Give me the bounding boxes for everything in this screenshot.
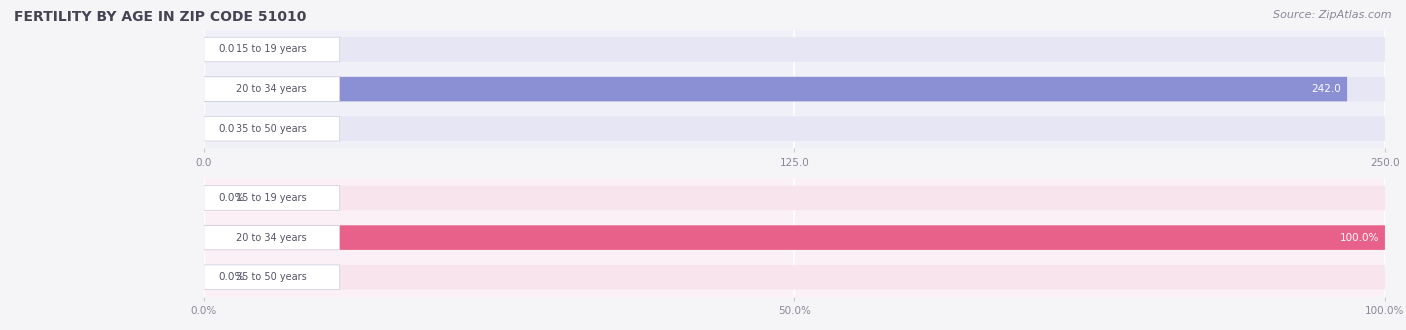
Text: FERTILITY BY AGE IN ZIP CODE 51010: FERTILITY BY AGE IN ZIP CODE 51010: [14, 10, 307, 24]
Text: Source: ZipAtlas.com: Source: ZipAtlas.com: [1274, 10, 1392, 20]
FancyBboxPatch shape: [204, 116, 1385, 141]
Text: 0.0: 0.0: [218, 124, 235, 134]
FancyBboxPatch shape: [204, 116, 340, 141]
FancyBboxPatch shape: [204, 37, 1385, 62]
FancyBboxPatch shape: [204, 37, 340, 62]
Text: 100.0%: 100.0%: [1340, 233, 1379, 243]
FancyBboxPatch shape: [204, 225, 340, 250]
FancyBboxPatch shape: [204, 225, 1385, 250]
Text: 35 to 50 years: 35 to 50 years: [236, 124, 307, 134]
Text: 20 to 34 years: 20 to 34 years: [236, 233, 307, 243]
FancyBboxPatch shape: [204, 186, 340, 210]
Text: 20 to 34 years: 20 to 34 years: [236, 84, 307, 94]
Text: 0.0%: 0.0%: [218, 193, 245, 203]
Text: 35 to 50 years: 35 to 50 years: [236, 272, 307, 282]
FancyBboxPatch shape: [204, 265, 1385, 289]
Text: 15 to 19 years: 15 to 19 years: [236, 45, 307, 54]
Text: 0.0: 0.0: [218, 45, 235, 54]
Text: 242.0: 242.0: [1312, 84, 1341, 94]
FancyBboxPatch shape: [204, 77, 340, 101]
FancyBboxPatch shape: [204, 265, 340, 289]
FancyBboxPatch shape: [204, 77, 1385, 101]
Text: 0.0%: 0.0%: [218, 272, 245, 282]
FancyBboxPatch shape: [204, 225, 1385, 250]
Text: 15 to 19 years: 15 to 19 years: [236, 193, 307, 203]
FancyBboxPatch shape: [204, 186, 1385, 210]
FancyBboxPatch shape: [204, 77, 1347, 101]
